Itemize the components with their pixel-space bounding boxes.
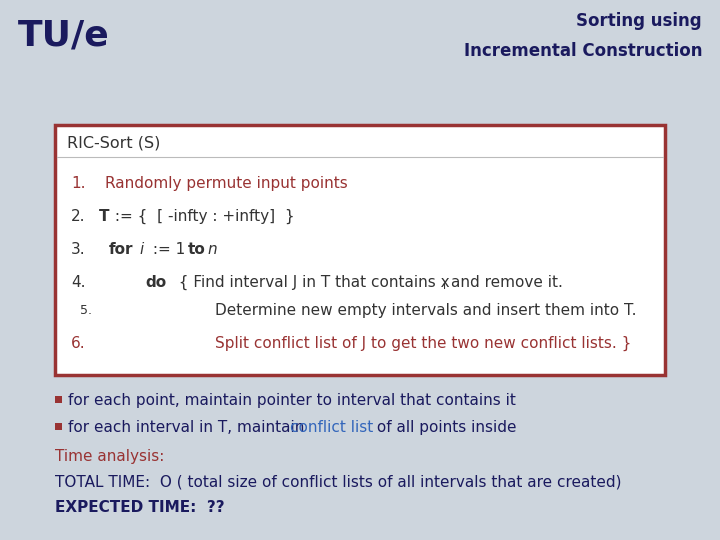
- Text: for each interval in T, maintain: for each interval in T, maintain: [68, 420, 310, 435]
- Text: 6.: 6.: [71, 335, 86, 350]
- Text: EXPECTED TIME:  ??: EXPECTED TIME: ??: [55, 500, 225, 515]
- Text: conflict list: conflict list: [290, 420, 373, 435]
- Text: T: T: [99, 208, 109, 224]
- Text: 3.: 3.: [71, 241, 86, 256]
- Text: for: for: [109, 241, 133, 256]
- Text: := {  [ -infty : +infty]  }: := { [ -infty : +infty] }: [110, 208, 294, 224]
- Text: 2.: 2.: [71, 208, 86, 224]
- Text: 1.: 1.: [71, 176, 86, 191]
- Text: Randomly permute input points: Randomly permute input points: [105, 176, 348, 191]
- Text: i: i: [443, 281, 446, 291]
- Text: Determine new empty intervals and insert them into T.: Determine new empty intervals and insert…: [215, 302, 636, 318]
- Text: i: i: [139, 241, 143, 256]
- Text: of all points inside: of all points inside: [372, 420, 516, 435]
- Text: and remove it.: and remove it.: [451, 275, 563, 289]
- Text: TU/e: TU/e: [18, 18, 109, 52]
- Text: do: do: [145, 275, 166, 289]
- Text: Sorting using: Sorting using: [577, 12, 702, 30]
- Bar: [55, 396, 62, 403]
- Text: Incremental Construction: Incremental Construction: [464, 42, 702, 59]
- Text: for each point, maintain pointer to interval that contains it: for each point, maintain pointer to inte…: [68, 393, 516, 408]
- Text: RIC-Sort (S): RIC-Sort (S): [67, 136, 161, 151]
- Text: to: to: [188, 241, 206, 256]
- Text: 5.: 5.: [80, 303, 92, 316]
- Text: 4.: 4.: [71, 275, 86, 289]
- Text: Split conflict list of J to get the two new conflict lists. }: Split conflict list of J to get the two …: [215, 335, 631, 350]
- Text: n: n: [207, 241, 217, 256]
- Text: TOTAL TIME:  O ( total size of conflict lists of all intervals that are created): TOTAL TIME: O ( total size of conflict l…: [55, 475, 621, 490]
- Text: := 1: := 1: [148, 241, 185, 256]
- FancyBboxPatch shape: [55, 125, 665, 375]
- Text: Time analysis:: Time analysis:: [55, 449, 164, 463]
- Bar: [55, 423, 62, 430]
- Text: { Find interval J in T that contains x: { Find interval J in T that contains x: [169, 274, 449, 290]
